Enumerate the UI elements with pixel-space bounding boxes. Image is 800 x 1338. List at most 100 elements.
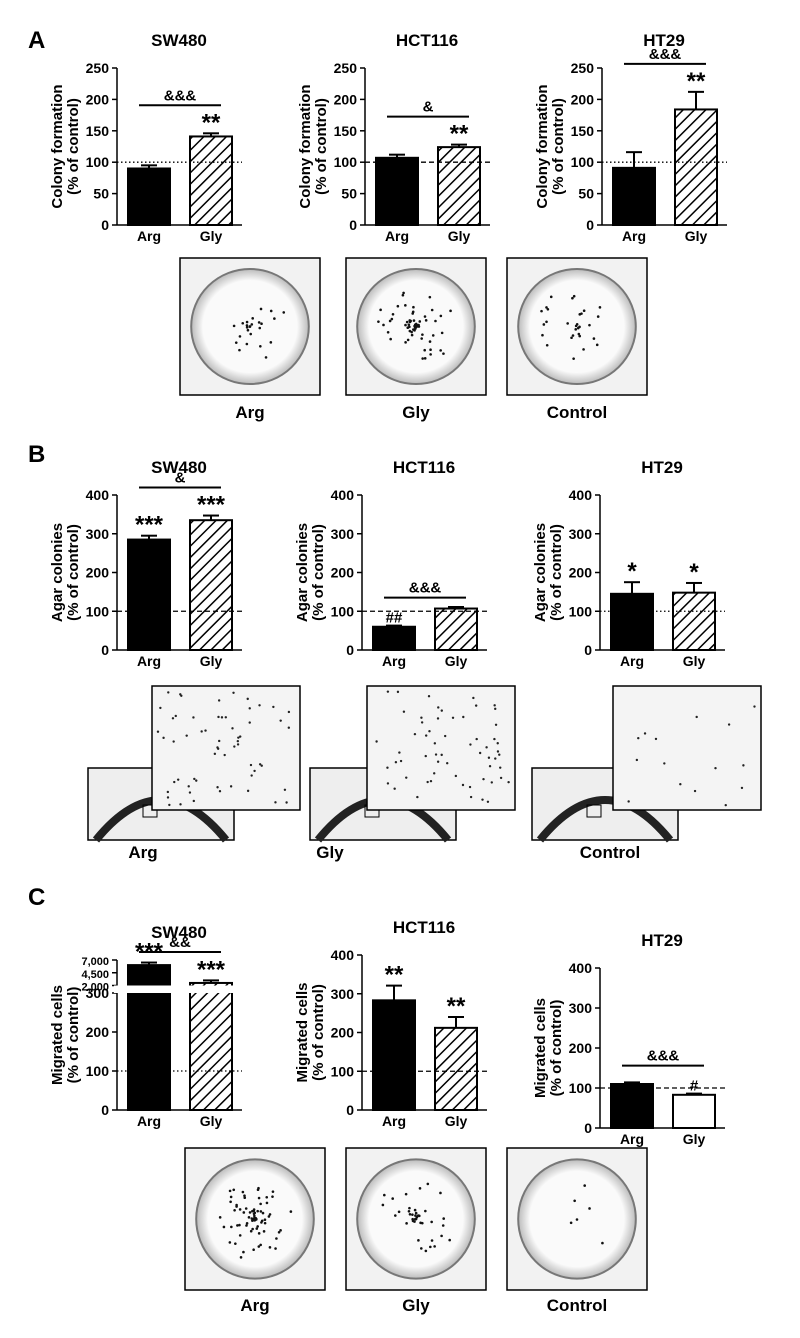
y-tick-label: 2,000 (81, 982, 109, 994)
comparison-label: &&& (649, 46, 682, 63)
colony (439, 1191, 442, 1195)
colony (289, 1210, 293, 1213)
colony (406, 326, 410, 330)
colony (405, 320, 409, 324)
colony (427, 695, 431, 698)
colony (540, 309, 543, 313)
colony (486, 800, 490, 803)
colony (381, 1203, 385, 1207)
y-tick-label: 250 (86, 60, 110, 76)
colony (402, 291, 405, 295)
colony (188, 791, 192, 794)
colony (246, 328, 250, 332)
colony (257, 1186, 260, 1190)
colony (475, 737, 478, 741)
colony (545, 320, 548, 324)
y-tick-label: 4,500 (81, 969, 109, 981)
colony (429, 779, 433, 783)
y-tick-label: 300 (86, 526, 110, 542)
colony (423, 357, 427, 360)
colony (429, 348, 432, 352)
colony (414, 325, 418, 328)
colony (217, 715, 220, 719)
colony (635, 758, 639, 762)
colony (166, 790, 170, 794)
bar (672, 591, 716, 652)
colony (399, 759, 403, 763)
y-axis-label: Agar colonies (532, 523, 549, 622)
colony (259, 1210, 263, 1213)
image-label: Control (580, 843, 640, 862)
comparison-label: & (423, 99, 434, 116)
colony (279, 1229, 282, 1232)
y-tick-label: 400 (331, 947, 355, 963)
colony (230, 1225, 233, 1229)
colony (269, 341, 273, 344)
bar (434, 607, 478, 651)
colony (494, 723, 498, 726)
colony (238, 348, 241, 352)
image-label: Control (547, 403, 607, 422)
colony (428, 340, 432, 343)
colony (576, 326, 580, 330)
colony (419, 1221, 422, 1225)
y-tick-label: 150 (86, 123, 110, 139)
colony (248, 1211, 252, 1214)
colony (391, 313, 395, 316)
colony (245, 342, 249, 346)
colony (257, 1245, 261, 1248)
colony (192, 716, 195, 719)
colony (248, 707, 251, 710)
colony (258, 704, 261, 707)
colony (496, 750, 500, 753)
colony (430, 1239, 434, 1242)
y-tick-label: 0 (586, 217, 594, 233)
colony (507, 780, 510, 784)
y-tick-label: 200 (331, 1025, 355, 1041)
colony (273, 317, 276, 320)
colony (238, 335, 242, 338)
colony (571, 296, 574, 300)
colony (413, 732, 417, 736)
colony (223, 753, 226, 757)
colony (239, 1256, 243, 1259)
colony (174, 714, 177, 718)
colony (245, 320, 249, 324)
y-tick-label: 300 (331, 986, 355, 1002)
colony (433, 772, 436, 775)
colony (216, 746, 219, 749)
chart-title: HCT116 (396, 31, 458, 50)
colony (440, 331, 444, 335)
y-axis-label: (% of control) (310, 984, 327, 1081)
colony (259, 344, 262, 348)
colony (246, 697, 249, 701)
colony (637, 736, 640, 740)
colony (246, 789, 250, 793)
colony (272, 705, 275, 709)
colony (411, 312, 415, 315)
colony (451, 716, 455, 719)
y-tick-label: 400 (86, 487, 110, 503)
y-tick-label: 300 (331, 526, 355, 542)
y-tick-label: 100 (86, 603, 110, 619)
colony (488, 765, 492, 768)
colony (377, 320, 380, 323)
colony (251, 317, 254, 320)
colony (247, 1216, 251, 1219)
zoom-image (612, 685, 762, 811)
colony (462, 715, 465, 719)
y-tick-label: 200 (571, 91, 595, 107)
image-label: Arg (235, 403, 264, 422)
colony (271, 1195, 274, 1198)
colony (222, 1225, 226, 1229)
colony (375, 740, 378, 743)
colony (542, 323, 546, 326)
colony (643, 732, 647, 735)
colony (386, 766, 389, 769)
colony (417, 323, 420, 327)
y-tick-label: 300 (569, 526, 593, 542)
colony (275, 1237, 278, 1240)
image-label: Gly (402, 403, 430, 422)
comparison-label: & (175, 470, 186, 487)
colony (420, 1247, 423, 1250)
